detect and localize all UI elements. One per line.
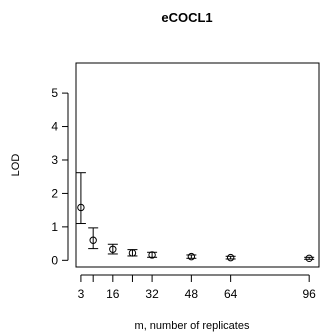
y-tick-label: 1 bbox=[51, 220, 58, 234]
data-point bbox=[187, 252, 196, 261]
x-tick-label: 3 bbox=[78, 287, 85, 301]
data-marks bbox=[75, 172, 315, 263]
data-point-group bbox=[225, 253, 236, 262]
data-point-group bbox=[127, 249, 138, 257]
x-tick-label: 48 bbox=[185, 287, 199, 301]
data-point bbox=[226, 253, 235, 262]
data-point-group bbox=[147, 251, 158, 259]
data-point-group bbox=[75, 172, 86, 225]
y-axis: 0 1 2 3 4 5 bbox=[51, 86, 69, 267]
y-tick-label: 3 bbox=[51, 153, 58, 167]
x-tick-label: 32 bbox=[145, 287, 159, 301]
data-point-group bbox=[88, 227, 99, 250]
data-point bbox=[89, 236, 97, 244]
chart-title: eCOCL1 bbox=[161, 10, 212, 25]
data-point bbox=[77, 203, 85, 212]
data-point bbox=[128, 249, 137, 257]
plot-area bbox=[75, 62, 320, 268]
data-point-group bbox=[107, 243, 118, 255]
y-tick-label: 5 bbox=[51, 86, 58, 100]
x-axis: 3 16 32 48 64 96 bbox=[78, 274, 317, 301]
y-tick-label: 0 bbox=[51, 253, 58, 267]
x-tick-label: 96 bbox=[303, 287, 317, 301]
data-point-group bbox=[304, 254, 315, 263]
data-point bbox=[305, 254, 313, 263]
x-tick-label: 16 bbox=[106, 287, 120, 301]
data-point bbox=[148, 251, 156, 259]
y-axis-label: LOD bbox=[10, 154, 22, 177]
y-tick-label: 2 bbox=[51, 186, 58, 200]
y-tick-label: 4 bbox=[51, 120, 58, 134]
data-point-group bbox=[186, 252, 197, 261]
x-axis-label: m, number of replicates bbox=[135, 320, 250, 332]
data-point bbox=[109, 245, 117, 253]
x-tick-label: 64 bbox=[224, 287, 238, 301]
